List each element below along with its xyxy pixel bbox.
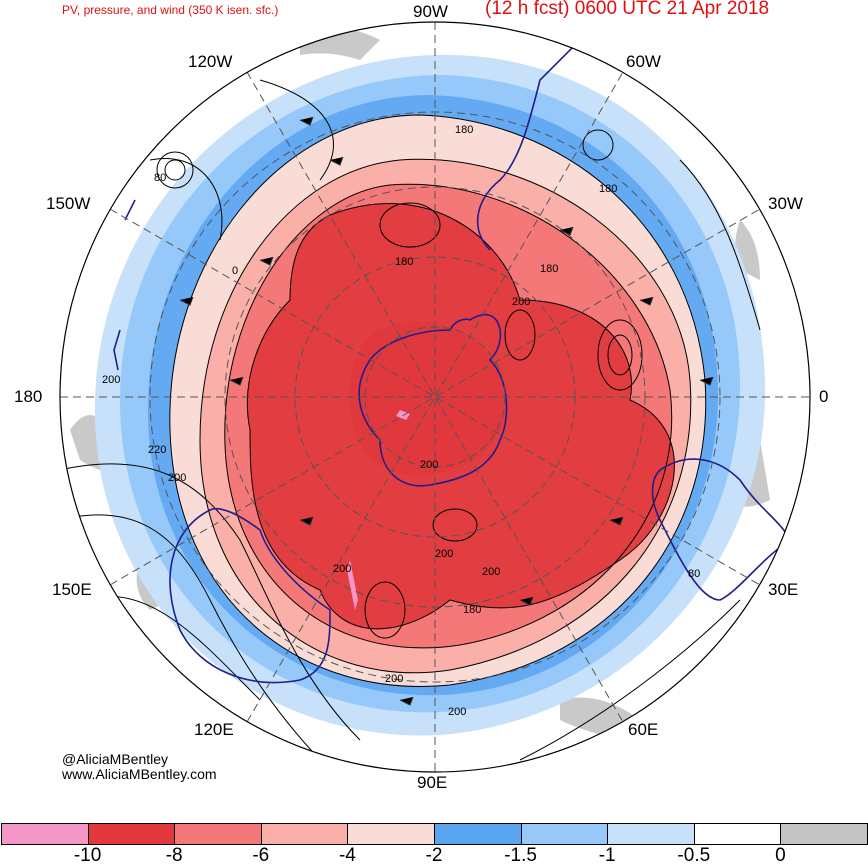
colorbar-swatch [174, 823, 262, 845]
colorbar-tick-label: -2 [425, 845, 443, 866]
contour-label: 200 [168, 472, 186, 484]
colorbar-tick-label: -0.5 [677, 845, 711, 866]
contour-label: 200 [512, 296, 530, 308]
colorbar-tick-label: -4 [338, 845, 356, 866]
contour-label: 180 [599, 183, 617, 195]
map-border [59, 21, 811, 773]
colorbar-swatch [520, 823, 609, 845]
coastlines [113, 22, 792, 684]
contour-label: 200 [482, 566, 500, 578]
colorbar-tick-label: -10 [73, 845, 102, 866]
colorbar-tick-label: -1.5 [504, 845, 537, 866]
contour-label: 200 [435, 548, 453, 560]
lon-label-120w: 120W [188, 52, 233, 71]
colorbar-swatch [780, 823, 868, 845]
colorbar-swatch [1, 823, 89, 845]
map-subtitle: PV, pressure, and wind (350 K isen. sfc.… [62, 3, 279, 17]
graticule [60, 22, 810, 772]
map-title: (12 h fcst) 0600 UTC 21 Apr 2018 [485, 0, 770, 19]
lon-label-60w: 60W [626, 52, 661, 71]
contour-label: 200 [385, 673, 403, 685]
colorbar-swatch [87, 823, 176, 845]
contour-label: 180 [463, 604, 481, 616]
colorbar-swatch [260, 823, 349, 845]
colorbar-tick-label: -6 [252, 845, 270, 866]
colorbar-tick-label: -8 [165, 845, 183, 866]
contour-label: 200 [448, 706, 466, 718]
contour-label: 80 [154, 172, 166, 184]
lon-label-0: 0 [819, 387, 829, 406]
credit-handle: @AliciaMBentley [62, 751, 169, 767]
wind-barbs [179, 116, 714, 706]
pressure-contours [60, 79, 791, 772]
lon-label-180: 180 [14, 387, 43, 406]
contour-label: 200 [333, 563, 351, 575]
contour-label: 220 [148, 444, 166, 456]
lon-label-90w: 90W [413, 2, 448, 21]
lon-label-30w: 30W [768, 194, 803, 213]
colorbar-tick-label: -1 [598, 845, 616, 866]
colorbar-swatch [347, 823, 435, 845]
lon-label-30e: 30E [768, 580, 799, 599]
contour-label: 180 [395, 256, 413, 268]
lon-label-150w: 150W [46, 194, 91, 213]
lon-label-120e: 120E [194, 720, 234, 739]
lon-label-150e: 150E [52, 580, 92, 599]
contour-label-layer: 180 180 180 200 200 200 200 200 200 200 … [102, 124, 700, 718]
contour-label: 80 [688, 568, 700, 580]
colorbar-swatch [607, 823, 695, 845]
credit-website: www.AliciaMBentley.com [62, 766, 217, 782]
colorbar-swatch [693, 823, 782, 845]
contour-label: 200 [102, 374, 120, 386]
contour-label: 0 [232, 265, 238, 277]
colorbar-swatch [434, 823, 522, 845]
lon-label-90e: 90E [417, 773, 448, 792]
contour-label: 180 [455, 124, 473, 136]
contour-label: 180 [540, 263, 558, 275]
contour-label: 200 [420, 459, 438, 471]
lon-label-60e: 60E [628, 720, 659, 739]
polar-stereographic-map: 180 180 180 200 200 200 200 200 200 200 … [59, 21, 811, 773]
colorbar-tick-label: 0 [775, 845, 786, 866]
